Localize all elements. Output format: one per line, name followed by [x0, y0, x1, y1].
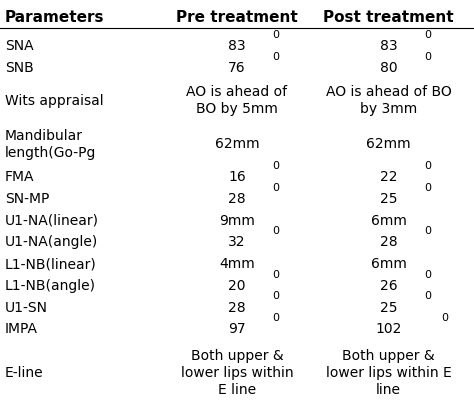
Text: U1-SN: U1-SN	[5, 300, 48, 314]
Text: 32: 32	[228, 235, 246, 249]
Text: 0: 0	[441, 313, 448, 323]
Text: 6mm: 6mm	[371, 256, 407, 271]
Text: 0: 0	[273, 30, 280, 40]
Text: 6mm: 6mm	[371, 213, 407, 227]
Text: 16: 16	[228, 170, 246, 183]
Text: 9mm: 9mm	[219, 213, 255, 227]
Text: Parameters: Parameters	[5, 10, 104, 25]
Text: 25: 25	[380, 300, 397, 314]
Text: Mandibular
length(Go-Pg: Mandibular length(Go-Pg	[5, 128, 96, 159]
Text: L1-NB(angle): L1-NB(angle)	[5, 278, 96, 292]
Text: 26: 26	[380, 278, 398, 292]
Text: Pre treatment: Pre treatment	[176, 10, 298, 25]
Text: 28: 28	[228, 191, 246, 205]
Text: E-line: E-line	[5, 365, 43, 379]
Text: U1-NA(linear): U1-NA(linear)	[5, 213, 99, 227]
Text: 20: 20	[228, 278, 246, 292]
Text: 62mm: 62mm	[215, 137, 259, 151]
Text: L1-NB(linear): L1-NB(linear)	[5, 256, 97, 271]
Text: 0: 0	[424, 161, 431, 171]
Text: SNB: SNB	[5, 61, 34, 75]
Text: Wits appraisal: Wits appraisal	[5, 94, 103, 107]
Text: 0: 0	[424, 30, 431, 40]
Text: 25: 25	[380, 191, 397, 205]
Text: 0: 0	[273, 291, 280, 301]
Text: 0: 0	[424, 225, 431, 235]
Text: 83: 83	[380, 39, 398, 53]
Text: AO is ahead of
BO by 5mm: AO is ahead of BO by 5mm	[186, 85, 288, 116]
Text: 28: 28	[228, 300, 246, 314]
Text: 0: 0	[273, 313, 280, 323]
Text: 0: 0	[273, 52, 280, 62]
Text: AO is ahead of BO
by 3mm: AO is ahead of BO by 3mm	[326, 85, 452, 116]
Text: 0: 0	[273, 182, 280, 192]
Text: 62mm: 62mm	[366, 137, 411, 151]
Text: Post treatment: Post treatment	[323, 10, 454, 25]
Text: 0: 0	[424, 291, 431, 301]
Text: 83: 83	[228, 39, 246, 53]
Text: 76: 76	[228, 61, 246, 75]
Text: IMPA: IMPA	[5, 322, 38, 335]
Text: 97: 97	[228, 322, 246, 335]
Text: 0: 0	[424, 52, 431, 62]
Text: 0: 0	[424, 269, 431, 279]
Text: 4mm: 4mm	[219, 256, 255, 271]
Text: FMA: FMA	[5, 170, 34, 183]
Text: 0: 0	[273, 269, 280, 279]
Text: Both upper &
lower lips within E
line: Both upper & lower lips within E line	[326, 348, 452, 396]
Text: Both upper &
lower lips within
E line: Both upper & lower lips within E line	[181, 348, 293, 396]
Text: U1-NA(angle): U1-NA(angle)	[5, 235, 98, 249]
Text: 102: 102	[375, 322, 402, 335]
Text: 22: 22	[380, 170, 397, 183]
Text: 28: 28	[380, 235, 398, 249]
Text: 0: 0	[273, 161, 280, 171]
Text: 0: 0	[273, 225, 280, 235]
Text: SN-MP: SN-MP	[5, 191, 49, 205]
Text: 0: 0	[424, 182, 431, 192]
Text: 80: 80	[380, 61, 398, 75]
Text: SNA: SNA	[5, 39, 33, 53]
